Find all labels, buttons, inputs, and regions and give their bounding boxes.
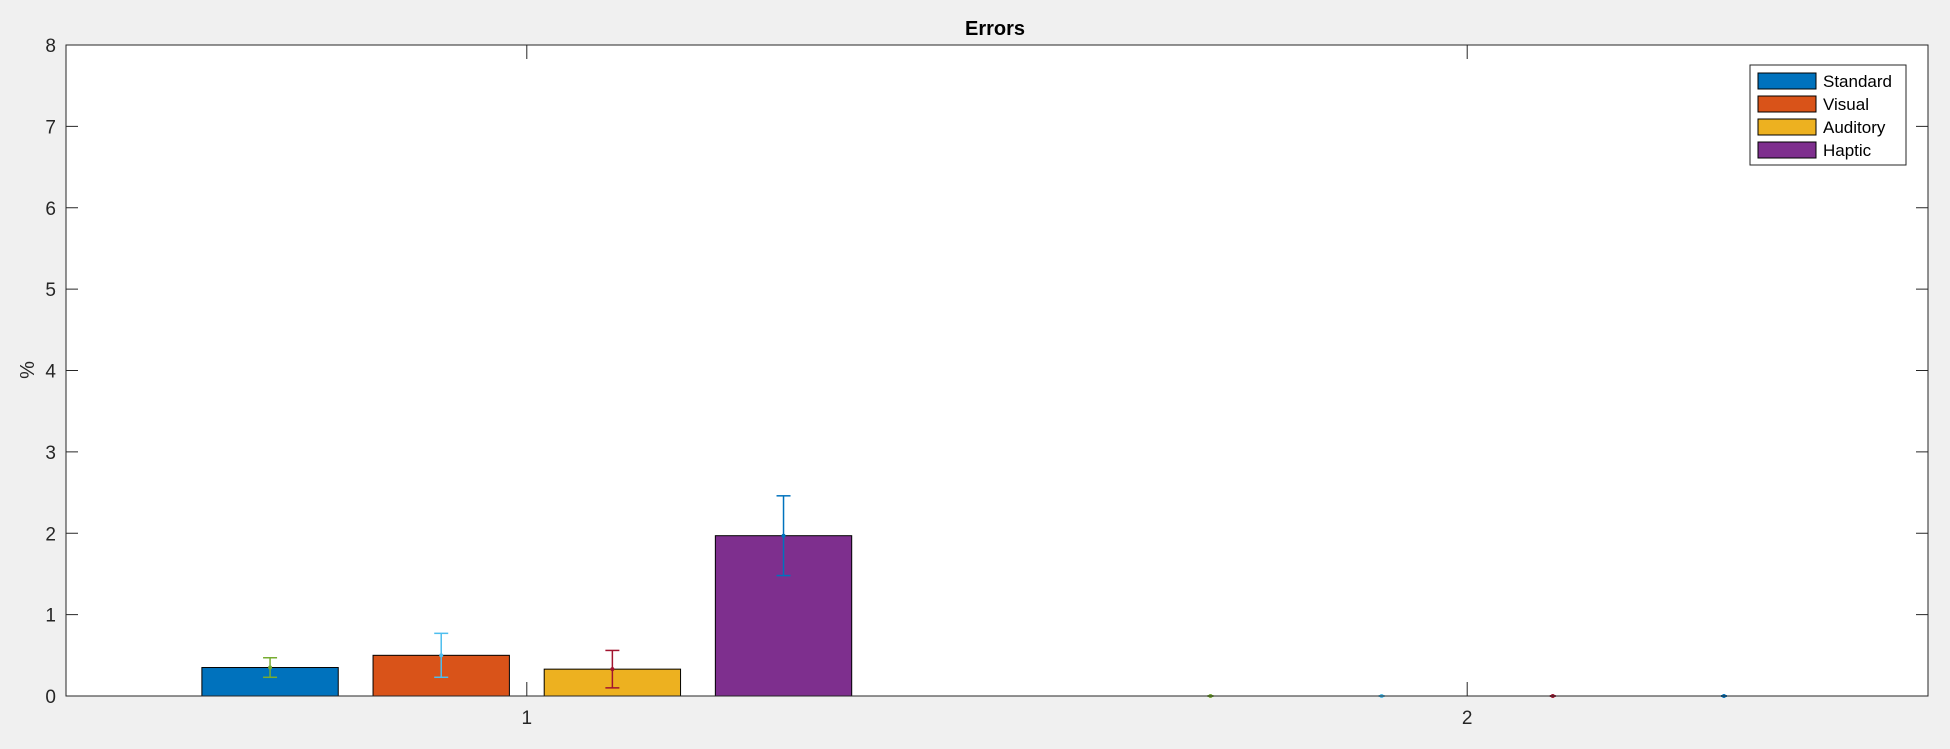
legend: Standard Visual Auditory Haptic	[1749, 64, 1907, 166]
error-point	[439, 653, 444, 658]
x-tick-label: 2	[1462, 708, 1473, 729]
error-point	[781, 533, 786, 538]
error-point	[268, 665, 273, 670]
y-tick-label: 2	[45, 524, 56, 545]
legend-swatch-visual	[1757, 95, 1817, 113]
legend-label-visual: Visual	[1823, 95, 1869, 114]
error-point	[610, 667, 615, 672]
y-tick-label: 3	[45, 443, 56, 464]
y-tick-label: 5	[45, 280, 56, 301]
y-tick-label: 0	[45, 687, 56, 708]
y-tick-label: 8	[45, 36, 56, 57]
y-tick-label: 7	[45, 117, 56, 138]
bars	[201, 535, 853, 697]
chart-title: Errors	[965, 18, 1025, 40]
legend-swatch-haptic	[1757, 141, 1817, 159]
axes-background	[66, 45, 1928, 696]
x-tick-label: 1	[522, 708, 533, 729]
legend-label-standard: Standard	[1823, 72, 1892, 91]
axis-ticks: 0 1 2 3 4 5 6 7 8 1 2	[45, 36, 1928, 729]
axes-box	[65, 44, 1929, 697]
legend-label-haptic: Haptic	[1823, 141, 1872, 160]
y-tick-label: 6	[45, 199, 56, 220]
legend-swatch-auditory	[1757, 118, 1817, 136]
legend-label-auditory: Auditory	[1823, 118, 1886, 137]
y-tick-label: 1	[45, 606, 56, 627]
y-axis-label: %	[17, 361, 39, 379]
y-tick-label: 4	[45, 362, 56, 383]
legend-swatch-standard	[1757, 72, 1817, 90]
